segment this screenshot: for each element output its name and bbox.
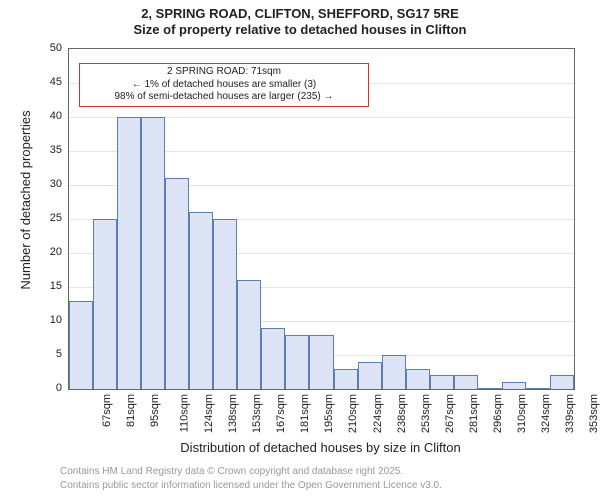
histogram-bar [478, 388, 502, 389]
x-axis-title: Distribution of detached houses by size … [68, 440, 573, 455]
y-tick-label: 35 [32, 144, 62, 156]
histogram-bar [117, 117, 141, 389]
annotation-box: 2 SPRING ROAD: 71sqm← 1% of detached hou… [79, 63, 369, 107]
histogram-bar [526, 388, 550, 389]
x-tick-label: 353sqm [588, 394, 600, 433]
annotation-line-2: ← 1% of detached houses are smaller (3) [84, 79, 364, 92]
histogram-bar [334, 369, 358, 389]
y-axis-title: Number of detached properties [18, 70, 33, 330]
x-tick-label: 124sqm [203, 394, 215, 433]
x-tick-label: 310sqm [516, 394, 528, 433]
x-tick-label: 153sqm [251, 394, 263, 433]
histogram-bar [141, 117, 165, 389]
annotation-line-3: 98% of semi-detached houses are larger (… [84, 91, 364, 104]
chart-title-line1: 2, SPRING ROAD, CLIFTON, SHEFFORD, SG17 … [0, 6, 600, 22]
x-tick-label: 138sqm [227, 394, 239, 433]
histogram-bar [189, 212, 213, 389]
histogram-bar [406, 369, 430, 389]
y-tick-label: 0 [32, 382, 62, 394]
histogram-bar [285, 335, 309, 389]
x-tick-label: 296sqm [492, 394, 504, 433]
annotation-line-1: 2 SPRING ROAD: 71sqm [84, 66, 364, 79]
x-tick-label: 167sqm [275, 394, 287, 433]
x-tick-label: 224sqm [372, 394, 384, 433]
x-tick-label: 110sqm [178, 394, 190, 432]
x-tick-label: 95sqm [149, 394, 161, 427]
chart-title-block: 2, SPRING ROAD, CLIFTON, SHEFFORD, SG17 … [0, 6, 600, 39]
y-tick-label: 30 [32, 178, 62, 190]
y-tick-label: 20 [32, 246, 62, 258]
histogram-bar [213, 219, 237, 389]
histogram-bar [69, 301, 93, 389]
x-tick-label: 210sqm [348, 394, 360, 433]
y-tick-label: 25 [32, 212, 62, 224]
y-tick-label: 10 [32, 314, 62, 326]
x-tick-label: 267sqm [444, 394, 456, 433]
x-tick-label: 195sqm [324, 394, 336, 433]
histogram-bar [550, 375, 574, 389]
histogram-bar [165, 178, 189, 389]
x-tick-label: 67sqm [101, 394, 113, 427]
chart-title-line2: Size of property relative to detached ho… [0, 22, 600, 38]
y-tick-label: 5 [32, 348, 62, 360]
y-tick-label: 40 [32, 110, 62, 122]
histogram-bar [358, 362, 382, 389]
plot-area: 2 SPRING ROAD: 71sqm← 1% of detached hou… [68, 48, 575, 390]
histogram-bar [93, 219, 117, 389]
x-tick-label: 81sqm [125, 394, 137, 427]
histogram-bar [502, 382, 526, 389]
y-tick-label: 15 [32, 280, 62, 292]
footer-credit-2: Contains public sector information licen… [60, 480, 442, 491]
y-tick-label: 45 [32, 76, 62, 88]
histogram-bar [454, 375, 478, 389]
histogram-bar [309, 335, 333, 389]
footer-credit-1: Contains HM Land Registry data © Crown c… [60, 466, 403, 477]
histogram-bar [261, 328, 285, 389]
property-size-chart: 2, SPRING ROAD, CLIFTON, SHEFFORD, SG17 … [0, 0, 600, 500]
x-tick-label: 238sqm [396, 394, 408, 433]
histogram-bar [237, 280, 261, 389]
histogram-bar [382, 355, 406, 389]
x-tick-label: 324sqm [540, 394, 552, 433]
x-tick-label: 253sqm [420, 394, 432, 433]
y-tick-label: 50 [32, 42, 62, 54]
x-tick-label: 181sqm [300, 394, 312, 433]
x-tick-label: 339sqm [564, 394, 576, 433]
x-tick-label: 281sqm [468, 394, 480, 433]
histogram-bar [430, 375, 454, 389]
